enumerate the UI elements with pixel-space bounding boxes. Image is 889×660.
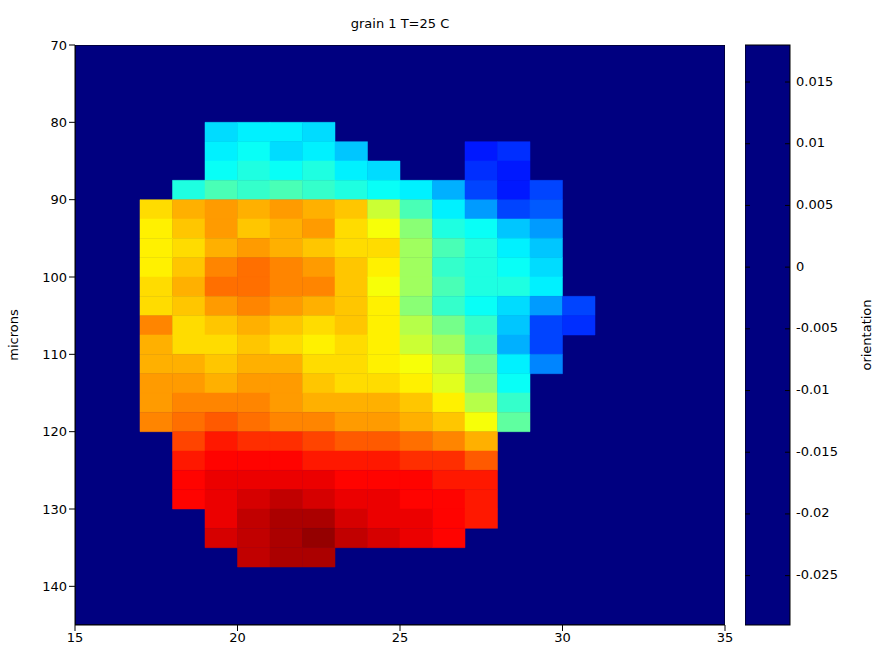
svg-text:-0.005: -0.005 [796,320,838,335]
svg-text:15: 15 [67,630,84,645]
svg-text:100: 100 [42,270,67,285]
svg-text:20: 20 [229,630,246,645]
svg-text:130: 130 [42,502,67,517]
svg-text:0.015: 0.015 [796,74,833,89]
svg-text:-0.01: -0.01 [796,382,830,397]
svg-text:70: 70 [50,38,67,53]
svg-text:-0.025: -0.025 [796,567,838,582]
svg-text:0: 0 [796,259,804,274]
svg-text:120: 120 [42,424,67,439]
svg-text:microns: microns [6,309,21,361]
svg-text:orientation: orientation [859,299,874,370]
svg-text:35: 35 [717,630,734,645]
svg-text:0.005: 0.005 [796,197,833,212]
svg-text:-0.02: -0.02 [796,505,830,520]
html-text:grain 1 T=25 C: grain 1 T=25 C [350,16,450,31]
svg-text:80: 80 [50,115,67,130]
svg-text:110: 110 [42,347,67,362]
svg-text:90: 90 [50,192,67,207]
svg-text:25: 25 [392,630,409,645]
svg-text:30: 30 [554,630,571,645]
svg-text:0.01: 0.01 [796,135,825,150]
svg-text:140: 140 [42,579,67,594]
svg-text:-0.015: -0.015 [796,444,838,459]
